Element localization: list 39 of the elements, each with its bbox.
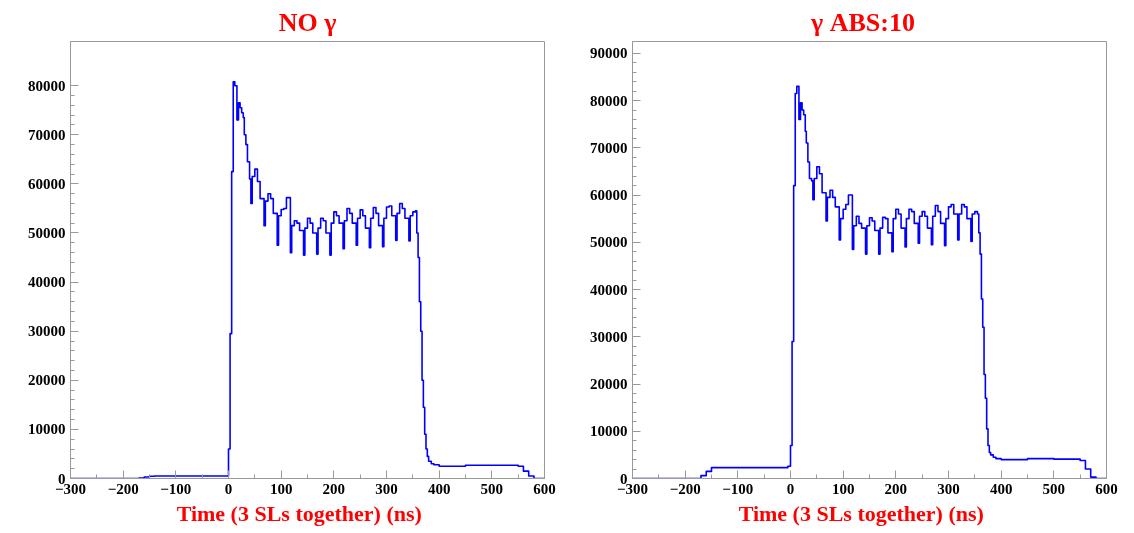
y-tick-label: 40000 xyxy=(590,281,628,298)
x-tick-label: 500 xyxy=(480,480,504,497)
y-tick-label: 10000 xyxy=(590,423,628,440)
x-tick-label: −200 xyxy=(669,480,701,497)
x-tick-label: 300 xyxy=(937,480,960,497)
x-tick-label: −100 xyxy=(722,480,754,497)
x-axis-title: Time (3 SLs together) (ns) xyxy=(176,500,422,526)
x-tick-label: 400 xyxy=(989,480,1013,497)
y-tick-label: 80000 xyxy=(28,77,66,94)
y-tick-label: 70000 xyxy=(28,126,66,143)
x-axis-title: Time (3 SLs together) (ns) xyxy=(738,500,984,526)
x-tick-label: 200 xyxy=(884,480,908,497)
y-tick-label: 90000 xyxy=(590,45,628,62)
chart-title: γ ABS:10 xyxy=(810,7,915,37)
y-tick-label: 30000 xyxy=(28,323,66,340)
y-tick-label: 40000 xyxy=(28,274,66,291)
y-tick-label: 50000 xyxy=(590,234,628,251)
x-tick-label: 0 xyxy=(224,480,233,497)
x-tick-label: 100 xyxy=(269,480,293,497)
x-tick-label: 400 xyxy=(427,480,451,497)
x-tick-label: 100 xyxy=(831,480,855,497)
y-tick-label: 50000 xyxy=(28,224,66,241)
y-tick-label: 30000 xyxy=(590,328,628,345)
y-tick-label: 70000 xyxy=(590,139,628,156)
y-tick-label: 20000 xyxy=(590,376,628,393)
x-tick-label: 200 xyxy=(322,480,346,497)
x-tick-label: −100 xyxy=(160,480,192,497)
x-tick-label: 600 xyxy=(533,480,556,497)
x-tick-label: −200 xyxy=(107,480,139,497)
x-tick-label: 300 xyxy=(375,480,398,497)
y-tick-label: 60000 xyxy=(28,175,66,192)
x-tick-label: 0 xyxy=(786,480,795,497)
x-tick-label: 500 xyxy=(1042,480,1066,497)
y-tick-label: 80000 xyxy=(590,92,628,109)
x-tick-label: 600 xyxy=(1095,480,1118,497)
y-tick-label: 60000 xyxy=(590,187,628,204)
y-tick-label: 10000 xyxy=(28,421,66,438)
y-tick-label: 20000 xyxy=(28,372,66,389)
chart-title: NO γ xyxy=(278,7,337,37)
